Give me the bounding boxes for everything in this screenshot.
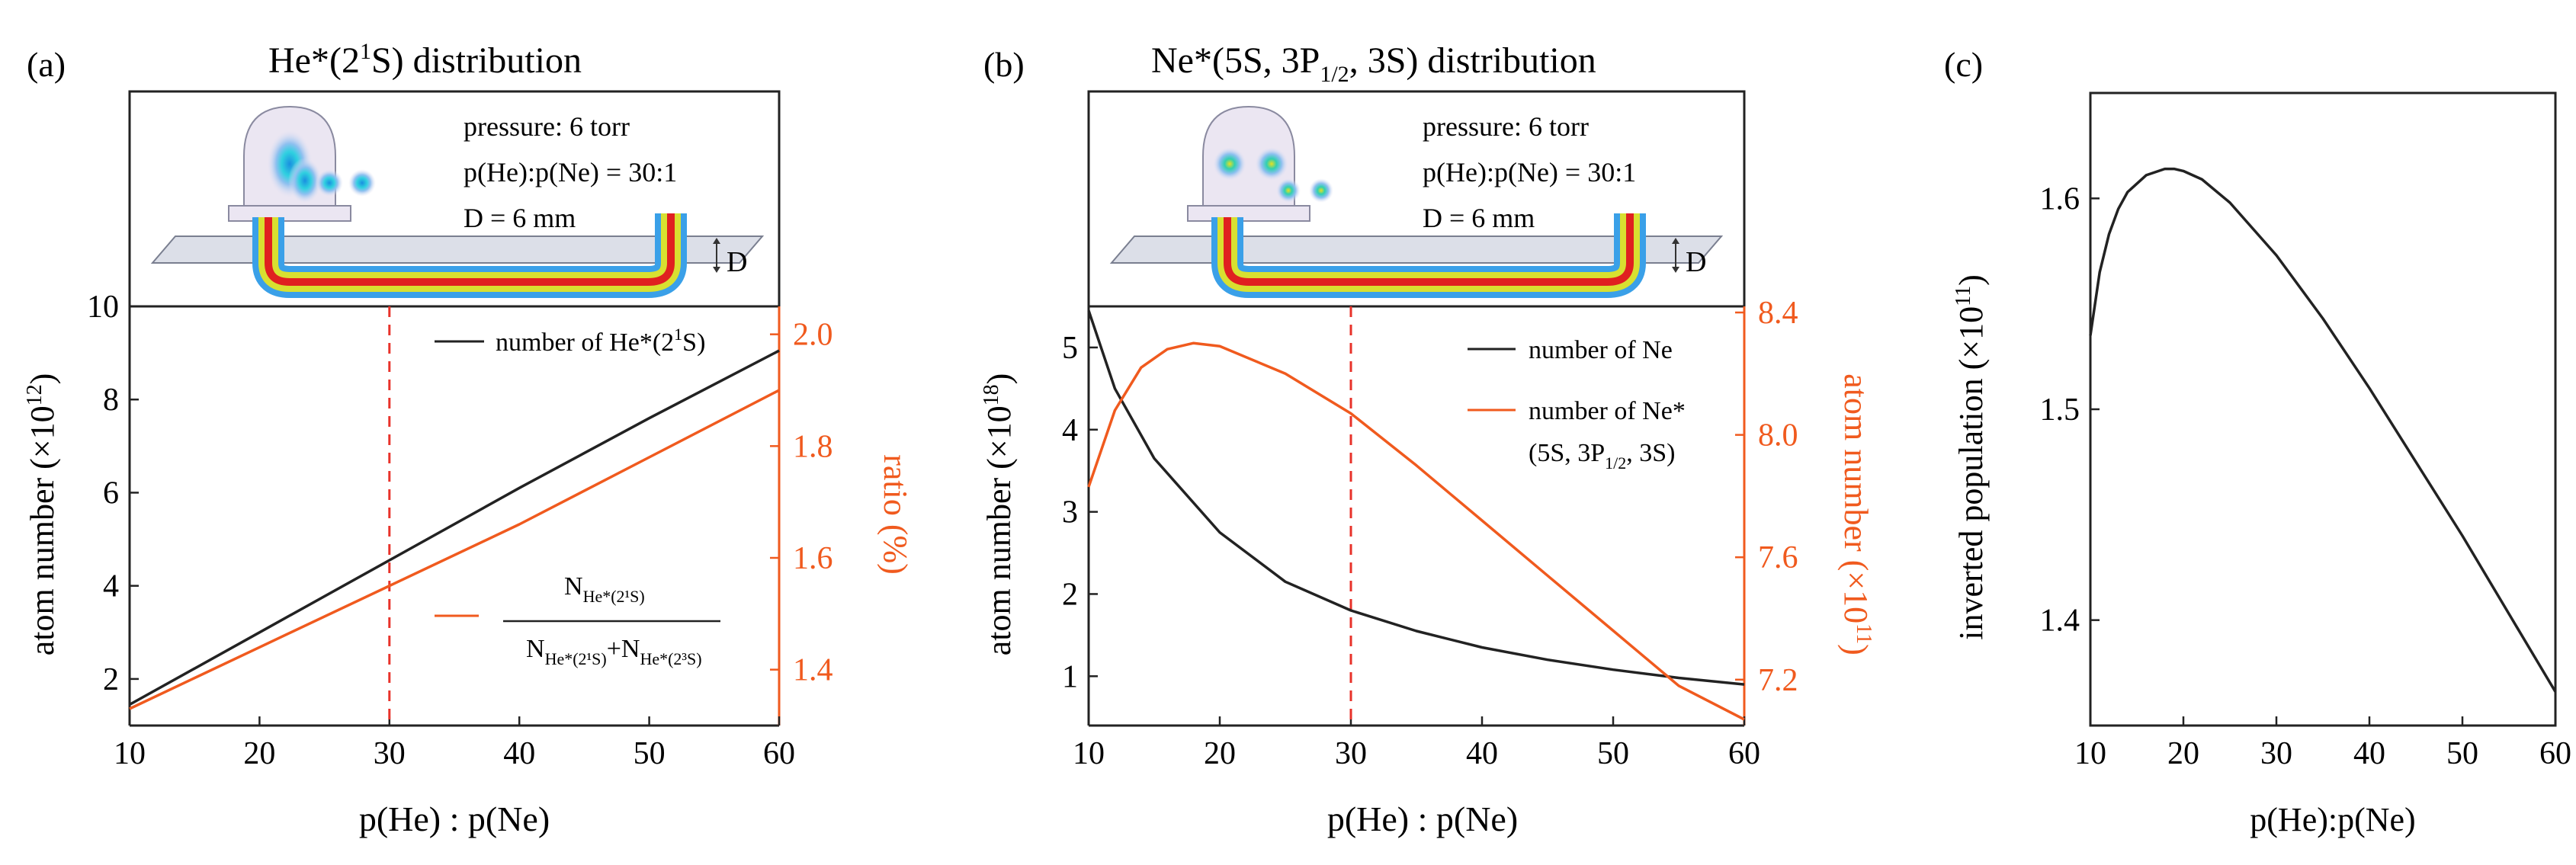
panel-c-axes: 10 20 30 40 50 60 1.4 1.5 1.6 — [2040, 91, 2571, 771]
panel-a-inset-line-3: D = 6 mm — [464, 203, 576, 233]
panel-a-ylabel-right: ratio (%) — [877, 454, 914, 575]
panel-a-ytick-left-label: 6 — [103, 476, 119, 511]
panel-b-xtick-label: 50 — [1597, 736, 1629, 771]
panel-b-title: Ne*(5S, 3P1/2, 3S) distribution — [1151, 40, 1596, 87]
panel-a-ytick-right-label: 1.6 — [793, 541, 833, 576]
panel-a-ytick-right-label: 1.4 — [793, 653, 833, 688]
panel-b-xtick-label: 40 — [1466, 736, 1498, 771]
panel-a-ytick-left-label: 4 — [103, 569, 119, 604]
panel-a-label: (a) — [27, 45, 66, 84]
panel-a-legend-frac-num: NHe*(2¹S) — [564, 572, 645, 606]
panel-b-ytick-right-label: 7.6 — [1758, 540, 1798, 575]
panel-c-xlabel: p(He):p(Ne) — [2250, 801, 2415, 838]
panel-a-title: He*(21S) distribution — [268, 39, 582, 81]
panel-c-series-1 — [2089, 167, 2557, 693]
panel-c-xtick-label: 30 — [2260, 736, 2292, 771]
panel-b-legend-label-2: number of Ne* — [1529, 397, 1686, 425]
panel-c-ytick-left-label: 1.4 — [2040, 604, 2080, 639]
panel-a-ytick-right-label: 2.0 — [793, 318, 833, 353]
panel-c-ytick-left-label: 1.6 — [2040, 181, 2080, 216]
panel-b-series-1 — [1087, 309, 1745, 686]
panel-a-series-2 — [129, 389, 780, 710]
panel-a-ytick-left-label: 2 — [103, 662, 119, 697]
panel-b-inset-line-3: D = 6 mm — [1423, 203, 1535, 233]
panel-c-plot-frame — [2089, 91, 2557, 727]
panel-a-ytick-right-label: 1.8 — [793, 429, 833, 464]
panel-b-xtick-label: 30 — [1335, 736, 1367, 771]
panel-b-ylabel-right: atom number (×1011) — [1837, 373, 1875, 655]
panel-c-ylabel: inverted population (×1011) — [1952, 274, 1990, 639]
panel-b-device-illustration: D — [1112, 107, 1721, 282]
panel-b-ytick-left-label: 5 — [1062, 331, 1078, 366]
panel-b-inset-line-2: p(He):p(Ne) = 30:1 — [1423, 157, 1636, 187]
panel-a-ylabel-left: atom number (×1012) — [23, 373, 61, 656]
panel-a-inset-d-label: D — [727, 246, 747, 278]
panel-a-xtick-label: 50 — [634, 736, 666, 771]
panel-b-ytick-left-label: 4 — [1062, 413, 1078, 448]
panel-c-label: (c) — [1944, 45, 1983, 84]
panel-b: (b) Ne*(5S, 3P1/2, 3S) distribution D pr… — [980, 40, 1875, 838]
panel-b-ytick-left-label: 1 — [1062, 659, 1078, 694]
panel-c-xtick-label: 20 — [2167, 736, 2199, 771]
panel-b-xtick-label: 10 — [1073, 736, 1105, 771]
panel-c-xtick-label: 60 — [2539, 736, 2571, 771]
panel-b-ytick-left-label: 2 — [1062, 577, 1078, 612]
panel-a-xtick-label: 20 — [243, 736, 275, 771]
panel-b-ytick-right-label: 8.4 — [1758, 296, 1798, 331]
panel-a-xlabel: p(He) : p(Ne) — [359, 799, 550, 838]
panel-a-legend-frac-den: NHe*(2¹S)+NHe*(2³S) — [526, 635, 702, 668]
panel-a: (a) He*(21S) distribution D pressure: 6 … — [23, 39, 914, 838]
panel-b-ytick-left-label: 3 — [1062, 495, 1078, 530]
panel-b-inset-d-label: D — [1686, 246, 1706, 278]
panel-c-xtick-label: 50 — [2446, 736, 2478, 771]
panel-b-legend-label-1: number of Ne — [1529, 336, 1673, 364]
panel-b-xlabel: p(He) : p(Ne) — [1327, 799, 1518, 838]
panel-b-inset-line-1: pressure: 6 torr — [1423, 111, 1589, 142]
panel-b-label: (b) — [983, 45, 1025, 84]
panel-b-ytick-right-label: 7.2 — [1758, 663, 1798, 698]
panel-b-xtick-label: 60 — [1728, 736, 1760, 771]
panel-a-inset-line-2: p(He):p(Ne) = 30:1 — [464, 157, 677, 187]
panel-a-xtick-label: 30 — [374, 736, 406, 771]
panel-b-series-2 — [1087, 341, 1745, 721]
panel-b-legend-label-2-line-2: (5S, 3P1/2, 3S) — [1529, 439, 1676, 473]
panel-a-device-illustration: D — [152, 107, 762, 282]
panel-a-inset-line-1: pressure: 6 torr — [464, 111, 630, 142]
panel-a-legend-label-1: number of He*(21S) — [496, 325, 705, 357]
panel-b-xtick-label: 20 — [1204, 736, 1236, 771]
panel-b-ytick-right-label: 8.0 — [1758, 418, 1798, 453]
panel-a-ytick-left-label: 10 — [87, 290, 119, 325]
panel-a-xtick-label: 10 — [114, 736, 146, 771]
panel-c-xtick-label: 40 — [2353, 736, 2385, 771]
panel-c: (c) 10 20 30 40 50 60 1.4 1.5 1.6 inverted popul… — [1944, 45, 2571, 838]
panel-a-ytick-left-label: 8 — [103, 383, 119, 418]
panel-c-ytick-left-label: 1.5 — [2040, 392, 2080, 428]
panel-a-xtick-label: 40 — [503, 736, 535, 771]
panel-c-xtick-label: 10 — [2074, 736, 2106, 771]
panel-a-xtick-label: 60 — [763, 736, 795, 771]
panel-b-ylabel-left: atom number (×1018) — [980, 373, 1018, 656]
panel-b-axes: 10 20 30 40 50 60 1 2 3 4 5 7.2 7.6 8.0 8.4 — [1062, 296, 1798, 771]
panel-a-series-1 — [129, 349, 780, 706]
panel-a-axes: 10 20 30 40 50 60 2 4 6 8 10 1.4 1.6 1.8 2.0 — [87, 290, 833, 771]
